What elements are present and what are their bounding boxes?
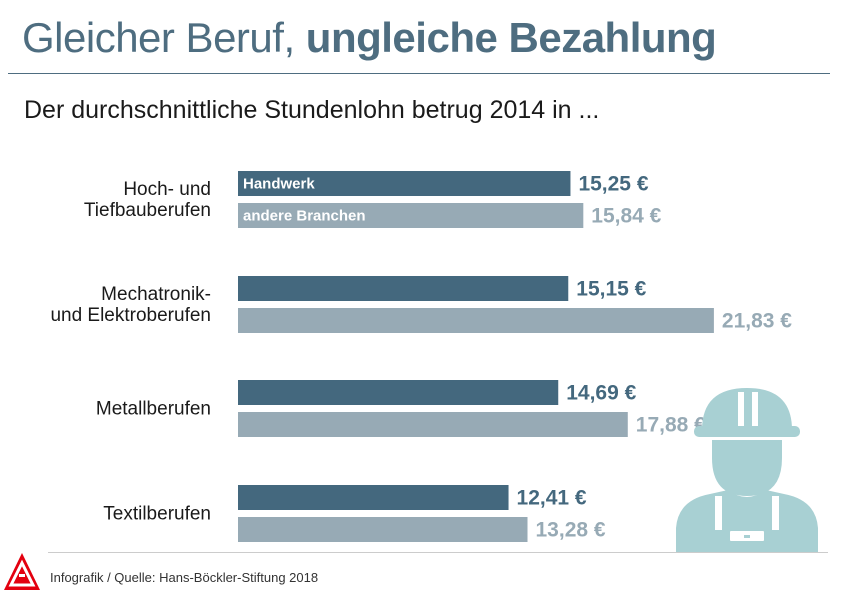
footer-divider — [48, 552, 828, 553]
chart-subtitle: Der durchschnittliche Stundenlohn betrug… — [24, 96, 600, 124]
bar — [238, 485, 509, 510]
category-label: und Elektroberufen — [50, 305, 211, 326]
construction-worker-icon — [676, 388, 818, 553]
title-divider — [8, 73, 830, 74]
category-label: Metallberufen — [96, 399, 211, 420]
category-label: Mechatronik- — [101, 284, 211, 305]
value-label: 13,28 € — [536, 519, 606, 542]
value-label: 14,69 € — [566, 382, 636, 405]
bar — [238, 276, 569, 301]
bar — [238, 203, 584, 228]
category-label: Tiefbauberufen — [84, 200, 211, 221]
legend-label: Handwerk — [243, 176, 315, 193]
source-note: Infografik / Quelle: Hans-Böckler-Stiftu… — [50, 570, 319, 585]
title-bold: ungleiche Bezahlung — [305, 14, 717, 61]
value-label: 15,25 € — [578, 173, 648, 196]
value-label: 12,41 € — [517, 487, 587, 510]
bar — [238, 412, 628, 437]
bar — [238, 308, 714, 333]
category-label: Textilberufen — [103, 504, 211, 525]
bar — [238, 171, 571, 196]
bar — [238, 380, 559, 405]
bar — [238, 517, 528, 542]
ig-metall-logo — [4, 553, 40, 590]
value-label: 15,15 € — [576, 278, 646, 301]
value-label: 15,84 € — [591, 205, 661, 228]
legend-label: andere Branchen — [243, 208, 366, 225]
title-light: Gleicher Beruf, — [22, 14, 306, 61]
page-title: Gleicher Beruf, ungleiche Bezahlung — [22, 14, 717, 62]
value-label: 21,83 € — [722, 310, 792, 333]
category-label: Hoch- und — [123, 179, 211, 200]
value-label: 17,88 € — [636, 414, 706, 437]
